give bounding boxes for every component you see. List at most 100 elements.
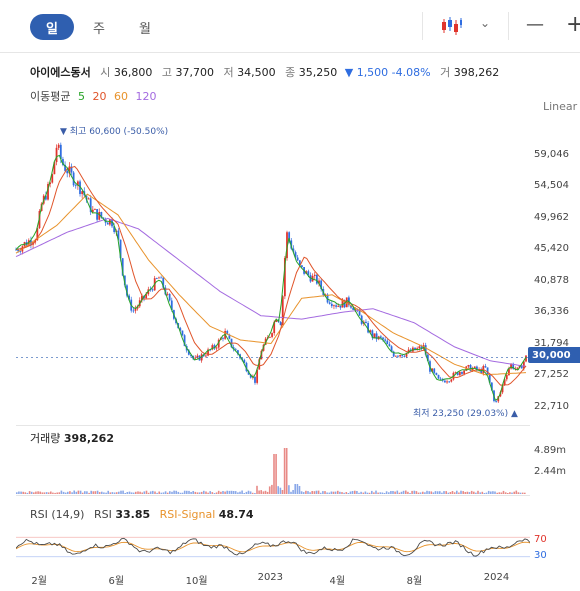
volume-bar xyxy=(405,490,407,494)
candle xyxy=(181,330,184,337)
tab-month[interactable]: 월 xyxy=(139,21,151,37)
y-tick-label: 27,252 xyxy=(534,369,569,381)
volume-bar xyxy=(396,490,399,494)
price-chart[interactable] xyxy=(0,112,530,424)
volume-bar xyxy=(135,491,137,494)
candle xyxy=(68,162,71,178)
volume-bar xyxy=(434,491,437,494)
candle xyxy=(207,347,209,357)
volume-bar xyxy=(30,491,33,494)
volume-bar xyxy=(156,492,158,494)
volume-tick: 4.89m xyxy=(534,445,567,456)
volume-bar xyxy=(313,491,316,494)
open-value: 36,800 xyxy=(113,66,153,79)
ma-120[interactable]: 120 xyxy=(135,90,157,103)
volume-bar xyxy=(307,491,309,494)
volume-bar xyxy=(158,491,160,494)
volume-panel-label: 거래량 xyxy=(30,432,61,445)
horizontal-line-icon[interactable]: — xyxy=(526,14,544,35)
volume-bar xyxy=(169,491,171,494)
candle xyxy=(196,353,199,359)
candle xyxy=(126,284,128,298)
stock-name: 아이에스동서 xyxy=(30,66,91,79)
volume-bar xyxy=(260,490,262,494)
chart-toolbar xyxy=(0,0,580,53)
volume-chart[interactable] xyxy=(16,440,530,494)
volume-bar xyxy=(341,492,343,494)
candle xyxy=(394,355,397,357)
candle xyxy=(412,346,414,353)
change-value: ▼ 1,500 -4.08% xyxy=(344,66,431,79)
volume-bar xyxy=(481,491,484,494)
candlestick-icon[interactable] xyxy=(441,16,463,36)
y-tick-label: 54,504 xyxy=(534,180,569,192)
volume-bar xyxy=(143,491,146,494)
volume-bar xyxy=(200,491,203,494)
candle xyxy=(467,364,470,369)
volume-bar xyxy=(279,487,282,494)
volume-bar xyxy=(132,492,135,494)
volume-bar xyxy=(254,493,256,494)
candle xyxy=(454,371,457,374)
tab-week[interactable]: 주 xyxy=(93,21,105,37)
candle xyxy=(386,339,389,345)
volume-bar xyxy=(468,492,471,494)
volume-bar xyxy=(103,492,105,494)
volume-bar xyxy=(211,492,214,494)
ma-5[interactable]: 5 xyxy=(77,90,85,103)
volume-bar xyxy=(52,492,54,494)
volume-bar xyxy=(392,491,394,494)
volume-bar xyxy=(237,492,239,494)
candle xyxy=(313,272,316,280)
volume-bar xyxy=(126,492,129,494)
volume-bar xyxy=(417,492,420,494)
x-tick-label: 4월 xyxy=(329,576,346,587)
volume-bar xyxy=(164,491,167,494)
ma-60[interactable]: 60 xyxy=(113,90,128,103)
volume-bar xyxy=(275,454,277,494)
volume-bar xyxy=(296,484,299,494)
toolbar-divider xyxy=(422,12,423,40)
volume-bar xyxy=(464,492,467,494)
volume-bar xyxy=(18,491,20,494)
candle xyxy=(100,211,103,219)
low-value: 34,500 xyxy=(237,66,276,79)
candle xyxy=(525,355,527,363)
candle xyxy=(72,170,75,187)
rsi-chart[interactable] xyxy=(16,530,530,564)
volume-bar xyxy=(107,490,109,494)
volume-bar xyxy=(130,492,133,494)
volume-bar xyxy=(41,492,44,494)
volume-bar xyxy=(409,493,411,494)
volume-bar xyxy=(473,491,475,494)
chevron-down-icon[interactable]: ⌄ xyxy=(480,16,491,30)
volume-bar xyxy=(139,491,141,494)
candle xyxy=(158,276,160,279)
y-tick-label: 31,794 xyxy=(534,337,569,349)
volume-bar xyxy=(309,492,311,494)
candle xyxy=(450,378,453,383)
rsi-signal-value: 48.74 xyxy=(218,508,254,521)
volume-bar xyxy=(217,490,220,494)
candle xyxy=(401,354,404,357)
ma-label: 이동평균 xyxy=(30,90,71,103)
scale-selector[interactable]: Linear ⌄ xyxy=(543,100,580,113)
candle xyxy=(217,338,220,349)
volume-bar xyxy=(449,492,452,494)
ma-20[interactable]: 20 xyxy=(92,90,107,103)
volume-bar xyxy=(183,490,186,494)
candle xyxy=(94,208,96,210)
tab-day[interactable]: 일 xyxy=(30,14,74,40)
candle xyxy=(243,358,246,364)
volume-bar xyxy=(96,490,99,494)
volume-bar xyxy=(319,492,322,494)
volume-bar xyxy=(256,485,258,494)
volume-bar xyxy=(451,491,454,494)
candle xyxy=(516,367,519,371)
volume-bar xyxy=(426,490,428,494)
volume-bar xyxy=(366,492,369,494)
candle xyxy=(335,303,337,309)
volume-bar xyxy=(502,490,505,494)
plus-icon[interactable]: + xyxy=(566,12,580,37)
volume-bar xyxy=(120,490,122,494)
